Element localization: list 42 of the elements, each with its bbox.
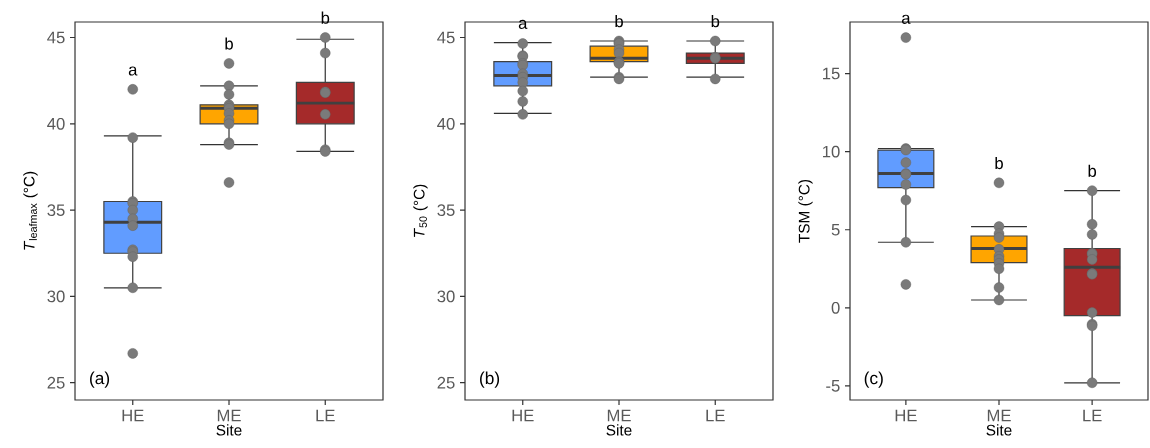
y-tick-label: 40 [437, 117, 455, 130]
annotation: b [711, 15, 720, 28]
y-tick-label: 40 [47, 117, 65, 130]
x-tick-label: HE [895, 409, 917, 422]
annotation: a [128, 66, 138, 76]
y-axis-title: T$_{50}$ (°C) [413, 184, 428, 237]
x-tick-label: LE [706, 409, 725, 422]
y-tick-label: 25 [437, 376, 455, 389]
x-tick-label: ME [217, 409, 241, 422]
y-tick-label: 0 [831, 301, 840, 314]
y-tick-label: 25 [47, 376, 65, 389]
annotation: b [321, 11, 330, 24]
y-tick-label: 35 [47, 204, 65, 217]
x-tick-label: HE [512, 409, 534, 422]
x-axis-title: Site [216, 424, 242, 436]
y-axis-title: T$_{leafmax}$ (°C) [23, 171, 38, 250]
y-tick-label: 5 [831, 223, 840, 236]
x-tick-label: ME [987, 409, 1011, 422]
y-tick-label: 30 [47, 290, 65, 303]
y-tick-label: 10 [823, 145, 840, 158]
x-tick-label: ME [607, 409, 631, 422]
y-tick-label: 15 [823, 67, 840, 80]
annotation: a [901, 14, 911, 24]
y-tick-label: -5 [826, 380, 840, 392]
annotation: b [995, 156, 1003, 170]
annotation: b [225, 37, 233, 50]
annotation: a [518, 19, 528, 29]
x-axis-title: Site [606, 424, 632, 436]
x-tick-label: LE [316, 409, 335, 422]
x-tick-label: LE [1083, 409, 1102, 422]
annotation: b [1088, 164, 1097, 177]
y-tick-label: 45 [437, 31, 455, 44]
annotation: b [615, 15, 623, 28]
annotation: (a) [90, 371, 110, 388]
y-axis-title: TSM (°C) [798, 179, 813, 243]
annotation: (c) [864, 371, 883, 388]
annotation: (b) [480, 371, 500, 388]
y-tick-label: 35 [437, 204, 455, 217]
y-tick-label: 30 [437, 290, 455, 303]
x-tick-label: HE [122, 409, 144, 422]
x-axis-title: Site [986, 424, 1012, 436]
y-tick-label: 45 [47, 31, 65, 44]
